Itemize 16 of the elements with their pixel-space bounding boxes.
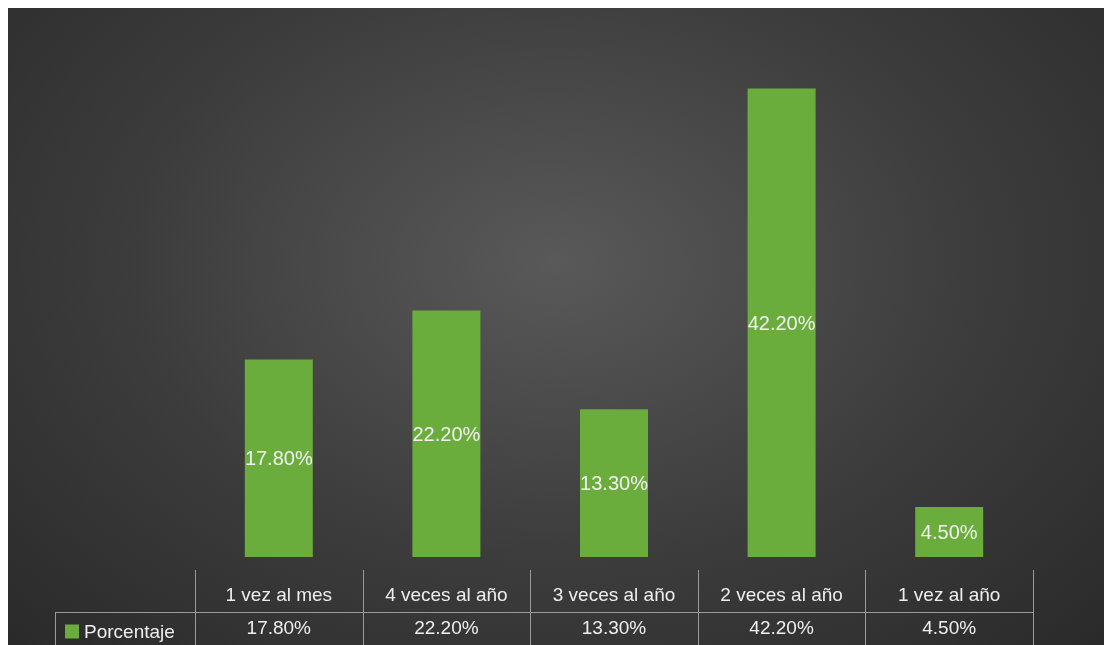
- text: 42.20%: [747, 311, 816, 334]
- data-label: 42.20%: [748, 616, 815, 640]
- data-label: 4.50%: [921, 616, 978, 640]
- legend-label: Porcentaje: [84, 621, 175, 642]
- text: 22.20%: [412, 422, 481, 445]
- text: 17.80%: [244, 447, 313, 470]
- x-tick-label: 4 veces al año: [385, 584, 508, 605]
- text: 4.50%: [920, 521, 978, 544]
- x-tick-label: 1 vez al mes: [225, 584, 333, 605]
- x-tick-label: 3 veces al año: [552, 584, 676, 605]
- text: 13.30%: [580, 472, 648, 495]
- data-label: 13.30%: [580, 616, 648, 640]
- data-label: 22.20%: [413, 616, 480, 640]
- data-label: 17.80%: [245, 616, 312, 640]
- x-tick-label: 1 vez al año: [897, 584, 1001, 605]
- x-tick-label: 2 veces al año: [720, 584, 843, 605]
